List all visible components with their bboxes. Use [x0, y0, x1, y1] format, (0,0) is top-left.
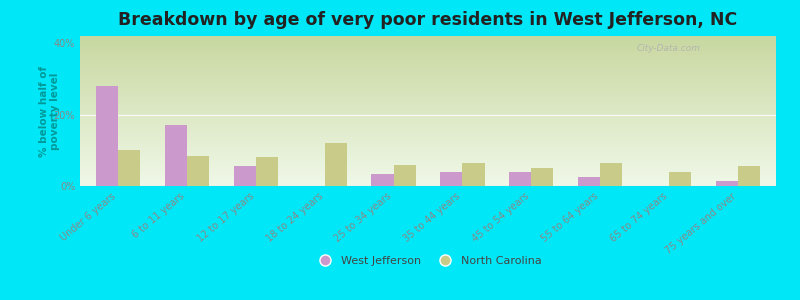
Bar: [371, 173, 394, 186]
Bar: [738, 167, 760, 186]
Bar: [325, 143, 346, 186]
Text: City-Data.com: City-Data.com: [637, 44, 701, 53]
Bar: [394, 165, 415, 186]
Bar: [234, 167, 256, 186]
Bar: [578, 177, 600, 186]
Legend: West Jefferson, North Carolina: West Jefferson, North Carolina: [310, 252, 546, 270]
Bar: [118, 150, 140, 186]
Bar: [462, 163, 485, 186]
Bar: [441, 172, 462, 186]
Bar: [510, 172, 531, 186]
Bar: [531, 168, 554, 186]
Bar: [256, 158, 278, 186]
Bar: [187, 156, 209, 186]
Title: Breakdown by age of very poor residents in West Jefferson, NC: Breakdown by age of very poor residents …: [118, 11, 738, 29]
Bar: [600, 163, 622, 186]
Y-axis label: % below half of
poverty level: % below half of poverty level: [38, 65, 60, 157]
Bar: [716, 181, 738, 186]
Bar: [96, 86, 118, 186]
Bar: [165, 125, 187, 186]
Bar: [669, 172, 691, 186]
